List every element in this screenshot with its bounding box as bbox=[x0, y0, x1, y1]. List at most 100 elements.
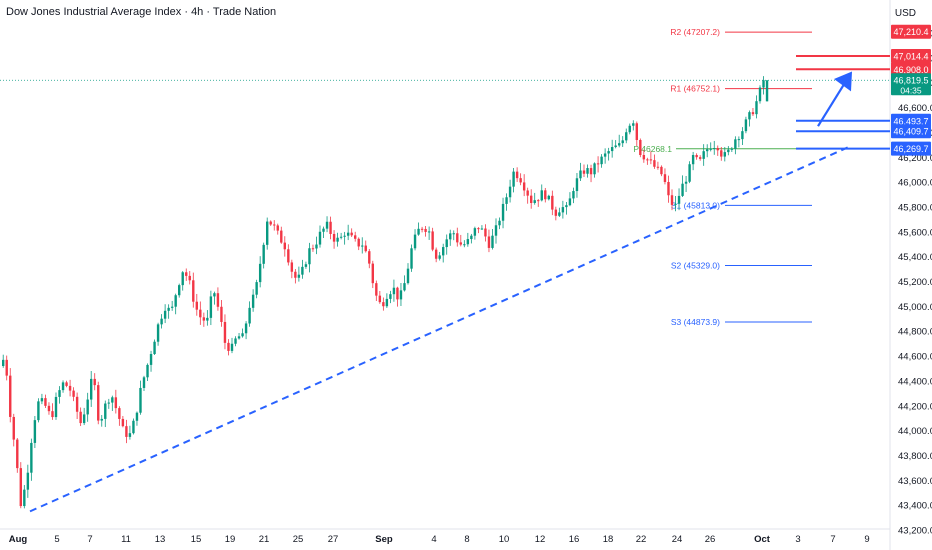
candle-body bbox=[234, 338, 237, 344]
candle-body bbox=[16, 439, 19, 469]
candle-body bbox=[702, 151, 705, 159]
candle-body bbox=[82, 414, 86, 424]
candle-body bbox=[399, 290, 403, 300]
candle-body bbox=[667, 181, 670, 196]
candle-body bbox=[568, 198, 572, 206]
countdown-label: 04:35 bbox=[900, 85, 922, 95]
candle-body bbox=[104, 403, 107, 419]
candle-body bbox=[350, 232, 353, 236]
candle-body bbox=[558, 212, 561, 216]
candle-body bbox=[427, 231, 431, 233]
candle-body bbox=[146, 364, 149, 378]
y-tick-label: 43,800.0 bbox=[898, 451, 932, 462]
candle-body bbox=[515, 171, 519, 179]
candle-body bbox=[674, 203, 677, 205]
currency-label[interactable]: USD bbox=[894, 8, 916, 19]
chart-title: Dow Jones Industrial Average Index · 4h … bbox=[6, 6, 277, 18]
candle-body bbox=[308, 248, 311, 265]
candle-body bbox=[343, 235, 346, 237]
candle-body bbox=[635, 123, 638, 141]
candle-body bbox=[621, 140, 624, 144]
candle-body bbox=[646, 159, 649, 161]
x-tick-label: Sep bbox=[375, 534, 393, 545]
candle-body bbox=[586, 168, 589, 174]
x-tick-label: 3 bbox=[795, 534, 800, 545]
pivot-label: S1 (45813.0) bbox=[671, 200, 720, 210]
candle-body bbox=[273, 224, 276, 226]
candle-body bbox=[720, 150, 723, 157]
candle-body bbox=[209, 296, 213, 318]
x-tick-label: 13 bbox=[155, 534, 166, 545]
candle-body bbox=[318, 231, 322, 245]
candle-body bbox=[223, 321, 227, 343]
candle-body bbox=[713, 148, 716, 150]
candle-body bbox=[156, 324, 160, 342]
candle-body bbox=[537, 200, 540, 202]
candle-body bbox=[656, 166, 660, 168]
candle-body bbox=[642, 155, 646, 160]
candle-body bbox=[723, 152, 726, 157]
price-badge bbox=[891, 62, 931, 77]
candle-body bbox=[727, 149, 730, 153]
pivot-label: P 46268.1 bbox=[633, 144, 672, 154]
candle-body bbox=[392, 287, 396, 295]
candle-body bbox=[751, 112, 755, 115]
y-tick-label: 45,400.0 bbox=[898, 252, 932, 263]
candle-body bbox=[90, 378, 93, 400]
candle-body bbox=[19, 468, 22, 507]
candle-body bbox=[202, 317, 206, 321]
x-tick-label: 22 bbox=[636, 534, 647, 545]
candle-body bbox=[121, 418, 125, 427]
candle-body bbox=[540, 190, 543, 201]
candle-body bbox=[572, 191, 575, 199]
candle-body bbox=[114, 397, 118, 409]
candle-body bbox=[508, 186, 512, 198]
candle-body bbox=[456, 233, 459, 243]
x-tick-label: 4 bbox=[431, 534, 436, 545]
candle-body bbox=[410, 248, 413, 269]
candle-body bbox=[255, 282, 258, 295]
candle-body bbox=[100, 418, 103, 421]
candle-body bbox=[139, 387, 142, 413]
projection-arrow-head bbox=[834, 71, 852, 92]
candle-body bbox=[135, 412, 139, 421]
candle-body bbox=[403, 283, 406, 291]
candle-body bbox=[755, 101, 758, 115]
candle-body bbox=[681, 183, 684, 196]
candle-body bbox=[230, 343, 234, 351]
y-tick-label: 43,400.0 bbox=[898, 501, 932, 512]
price-badge bbox=[891, 24, 931, 39]
candle-body bbox=[266, 221, 269, 245]
candle-body bbox=[283, 242, 286, 250]
candle-body bbox=[744, 119, 748, 132]
trendline bbox=[29, 146, 849, 513]
candle-body bbox=[244, 323, 248, 334]
price-badge-label: 46,493.7 bbox=[893, 116, 928, 126]
candle-body bbox=[463, 244, 466, 246]
candle-body bbox=[142, 377, 146, 388]
candle-body bbox=[684, 181, 688, 184]
candle-body bbox=[276, 225, 279, 231]
candle-body bbox=[361, 245, 364, 247]
candle-body bbox=[530, 195, 533, 203]
y-tick-label: 44,000.0 bbox=[898, 426, 932, 437]
x-tick-label: 16 bbox=[569, 534, 580, 545]
candle-body bbox=[47, 405, 51, 412]
candle-body bbox=[442, 247, 445, 256]
pivot-label: S2 (45329.0) bbox=[671, 260, 720, 270]
candle-body bbox=[758, 87, 762, 102]
y-tick-label: 44,200.0 bbox=[898, 401, 932, 412]
y-tick-label: 43,600.0 bbox=[898, 476, 932, 487]
candle-body bbox=[332, 233, 336, 242]
price-badge-label: 46,409.7 bbox=[893, 127, 928, 137]
candle-body bbox=[287, 249, 290, 263]
candle-body bbox=[596, 163, 600, 165]
candle-body bbox=[748, 112, 751, 120]
current-price-label: 46,819.5 bbox=[893, 75, 928, 85]
candle-body bbox=[716, 148, 719, 151]
candle-body bbox=[607, 151, 610, 154]
x-tick-label: 11 bbox=[121, 534, 131, 545]
y-tick-label: 44,600.0 bbox=[898, 352, 932, 363]
candle-body bbox=[663, 174, 667, 182]
